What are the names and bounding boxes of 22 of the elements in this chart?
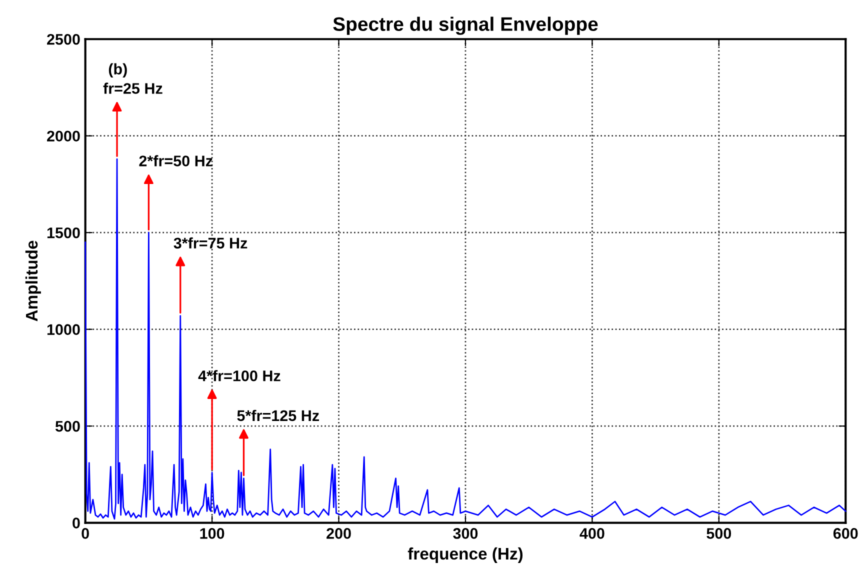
annotation: (b) [108,63,127,78]
x-tick-label: 0 [82,528,89,539]
y-tick-label: 1500 [47,227,80,238]
y-axis-title: Amplitude [25,240,41,322]
annotation: 3*fr=75 Hz [174,237,248,249]
y-tick-label: 2500 [47,34,80,45]
y-tick-label: 1000 [47,324,80,335]
annotation: 2*fr=50 Hz [139,155,212,166]
x-tick-label: 500 [706,528,732,539]
x-tick-label: 600 [833,528,858,539]
annotation: 4*fr=100 Hz [198,370,280,382]
annotation: 5*fr=125 Hz [237,410,319,422]
y-tick-label: 0 [72,518,80,528]
x-axis-title: frequence (Hz) [408,547,523,563]
chart-title: Spectre du signal Enveloppe [333,16,598,35]
y-tick-label: 2000 [47,130,80,142]
x-tick-label: 400 [580,528,604,539]
x-tick-label: 100 [200,528,224,539]
annotation: fr=25 Hz [103,82,162,94]
x-tick-label: 200 [326,528,351,539]
x-tick-label: 300 [453,528,478,539]
y-tick-label: 500 [55,420,80,432]
